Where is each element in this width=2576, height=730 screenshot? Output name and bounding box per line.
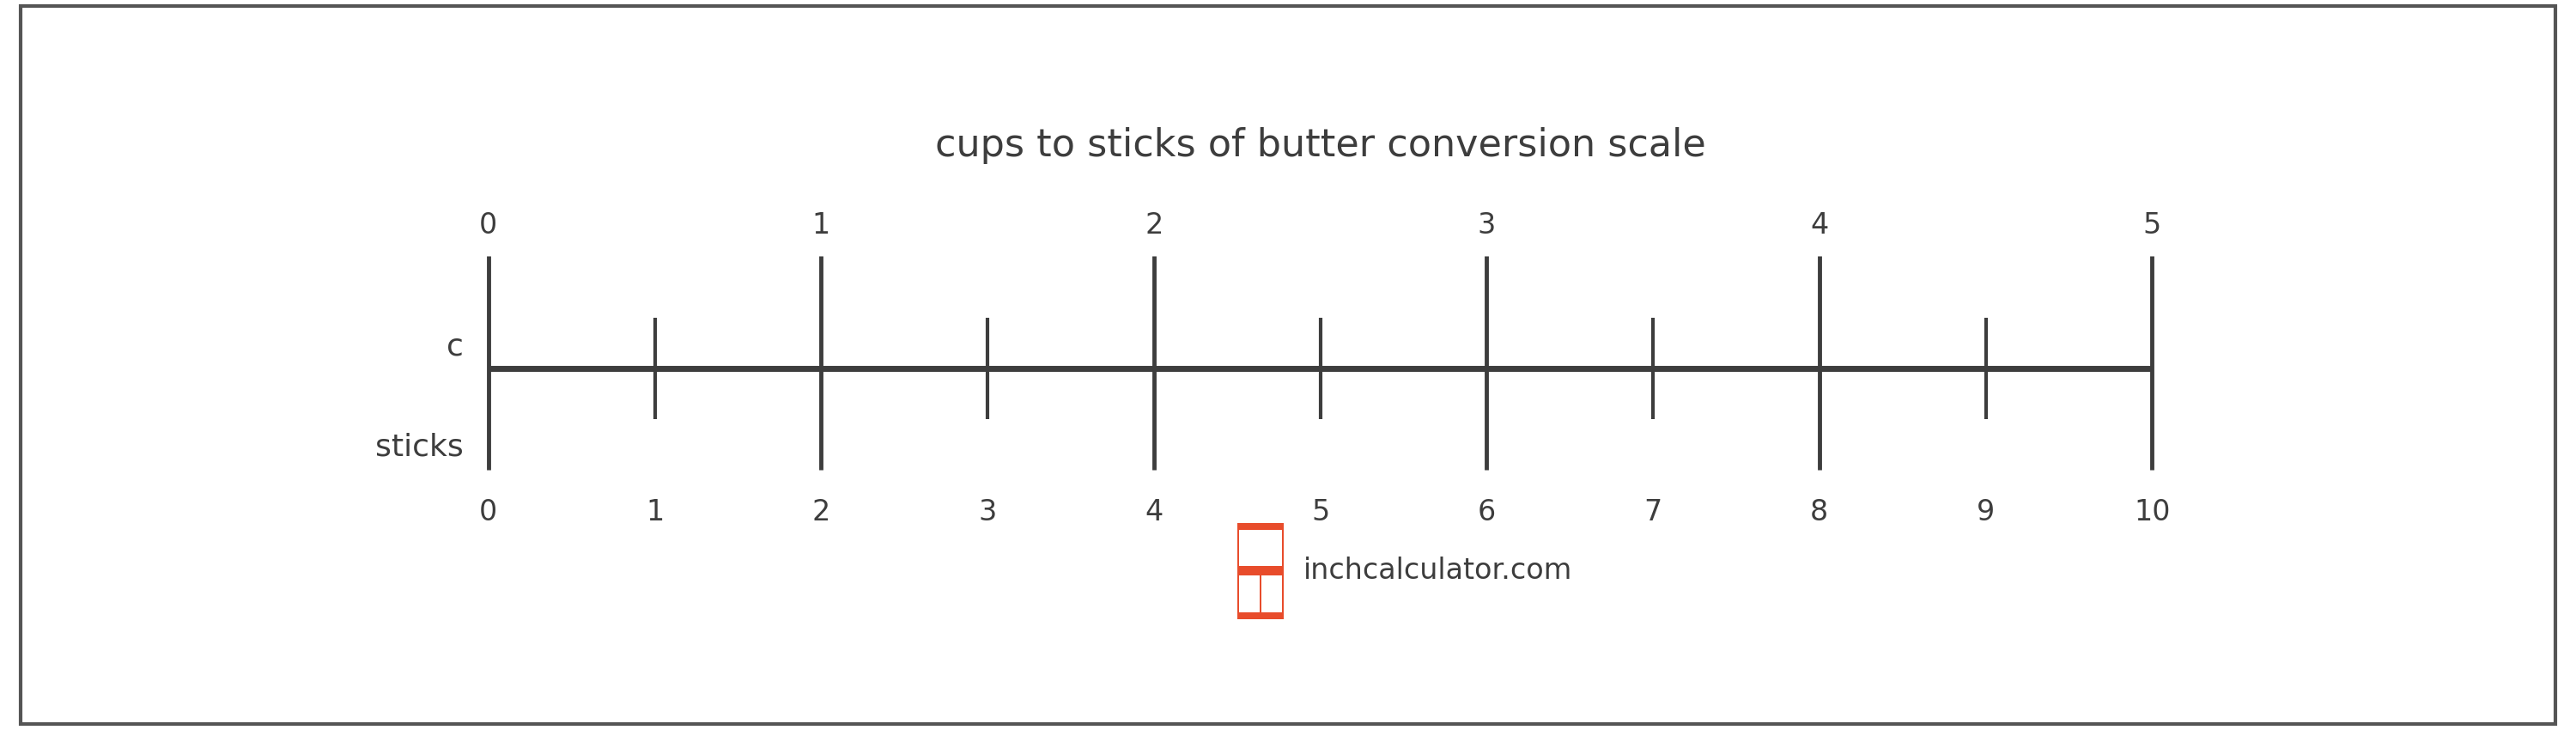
Bar — [1239, 576, 1260, 612]
Text: 1: 1 — [647, 498, 665, 526]
Text: 2: 2 — [1144, 211, 1162, 239]
Text: 5: 5 — [2143, 211, 2161, 239]
Text: 0: 0 — [479, 211, 497, 239]
Text: 3: 3 — [979, 498, 997, 526]
Text: inchcalculator.com: inchcalculator.com — [1303, 557, 1571, 585]
Text: sticks: sticks — [376, 433, 464, 462]
Text: 2: 2 — [811, 498, 829, 526]
Text: 5: 5 — [1311, 498, 1329, 526]
Text: 9: 9 — [1976, 498, 1994, 526]
Text: 4: 4 — [1811, 211, 1829, 239]
Text: 3: 3 — [1479, 211, 1497, 239]
Bar — [1262, 576, 1283, 612]
Text: 1: 1 — [811, 211, 829, 239]
Text: 8: 8 — [1811, 498, 1829, 526]
Text: c: c — [446, 331, 464, 361]
Bar — [1239, 530, 1283, 566]
Text: 0: 0 — [479, 498, 497, 526]
Bar — [1236, 523, 1283, 619]
Text: cups to sticks of butter conversion scale: cups to sticks of butter conversion scal… — [935, 127, 1705, 164]
Text: 7: 7 — [1643, 498, 1662, 526]
Text: 10: 10 — [2133, 498, 2169, 526]
Text: 4: 4 — [1144, 498, 1162, 526]
Text: 6: 6 — [1479, 498, 1497, 526]
